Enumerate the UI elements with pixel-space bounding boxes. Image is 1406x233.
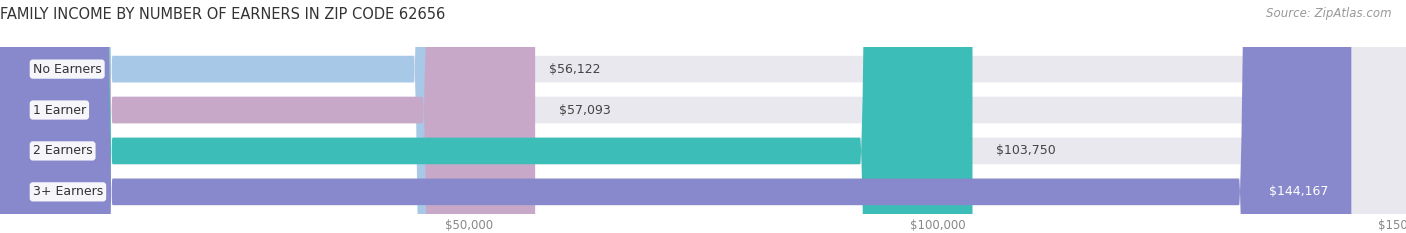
FancyBboxPatch shape [0, 0, 973, 233]
Text: No Earners: No Earners [32, 63, 101, 75]
Text: $144,167: $144,167 [1268, 185, 1327, 198]
FancyBboxPatch shape [0, 0, 1351, 233]
Text: Source: ZipAtlas.com: Source: ZipAtlas.com [1267, 7, 1392, 20]
FancyBboxPatch shape [0, 0, 536, 233]
Text: 1 Earner: 1 Earner [32, 103, 86, 116]
Text: $56,122: $56,122 [550, 63, 600, 75]
Text: 2 Earners: 2 Earners [32, 144, 93, 158]
Text: FAMILY INCOME BY NUMBER OF EARNERS IN ZIP CODE 62656: FAMILY INCOME BY NUMBER OF EARNERS IN ZI… [0, 7, 446, 22]
Text: 3+ Earners: 3+ Earners [32, 185, 103, 198]
Text: $103,750: $103,750 [995, 144, 1056, 158]
FancyBboxPatch shape [0, 0, 526, 233]
Text: $57,093: $57,093 [558, 103, 610, 116]
